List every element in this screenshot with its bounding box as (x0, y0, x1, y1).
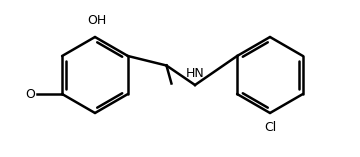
Text: OH: OH (87, 14, 107, 27)
Text: HN: HN (186, 67, 204, 80)
Text: Cl: Cl (264, 121, 276, 134)
Text: O: O (25, 87, 35, 100)
